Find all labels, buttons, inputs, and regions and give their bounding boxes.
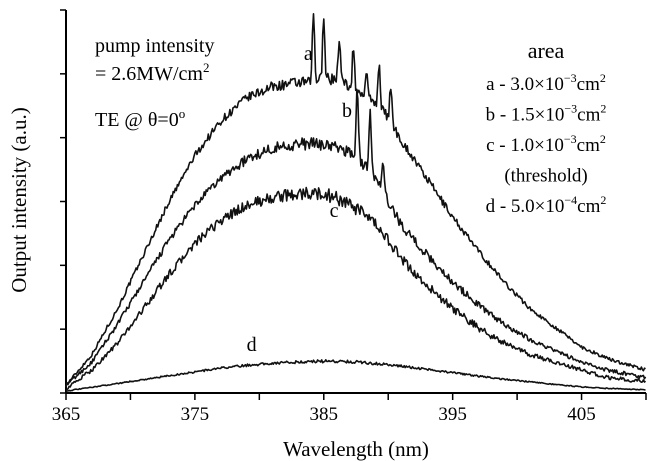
legend-entry-unit: cm (577, 196, 600, 217)
legend-entry-text: c - 1.0×10 (486, 135, 564, 156)
legend-entry-exp: −4 (564, 193, 577, 207)
legend-entry: (threshold) (504, 166, 587, 187)
legend-entry-text: d - 5.0×10 (486, 196, 565, 217)
legend-entry-unit-exp: 2 (600, 71, 606, 85)
series-d-line (65, 359, 646, 393)
legend-entry-text: b - 1.5×10 (486, 105, 565, 126)
series-layer (65, 13, 647, 393)
series-a-label: a (304, 43, 313, 65)
legend-entry-unit-exp: 2 (600, 193, 606, 207)
legend-entry-exp: −3 (564, 102, 577, 116)
legend-entry: b - 1.5×10−3cm2 (486, 102, 607, 126)
legend-entry: d - 5.0×10−4cm2 (486, 193, 607, 217)
legend-entry: a - 3.0×10−3cm2 (486, 71, 606, 95)
x-axis-label: Wavelength (nm) (283, 437, 429, 461)
legend-entry-unit-exp: 2 (600, 132, 606, 146)
legend-entry: c - 1.0×10−3cm2 (486, 132, 606, 156)
legend-entry-unit: cm (577, 74, 600, 95)
legend-entry-unit: cm (577, 135, 600, 156)
legend-entry-exp: −3 (564, 71, 577, 85)
legend-entry-unit-exp: 2 (600, 102, 606, 116)
series-c-line (65, 186, 647, 392)
labels-layer: a b c d (247, 43, 352, 356)
legend-entry-text: a - 3.0×10 (486, 74, 564, 95)
pump-intensity-value: = 2.6MW/cm2 (95, 60, 209, 85)
legend-title: area (528, 38, 565, 63)
polarization-degree: o (179, 106, 186, 121)
pump-intensity-label: pump intensity (95, 35, 214, 57)
x-tick-label: 385 (310, 404, 339, 425)
polarization-text: TE @ θ=0 (95, 109, 179, 131)
x-tick-label: 375 (181, 404, 210, 425)
legend-entry-text: (threshold) (504, 166, 587, 187)
polarization-label: TE @ θ=0o (95, 106, 185, 131)
legend-entry-unit: cm (577, 105, 600, 126)
series-c-label: c (330, 200, 339, 222)
series-b-line (65, 90, 647, 388)
axes: 365 375 385 395 405 (52, 9, 647, 425)
series-b-label: b (342, 100, 352, 122)
series-d-label: d (247, 334, 257, 356)
x-tick-label: 395 (438, 404, 467, 425)
y-axis-label: Output intensity (a.u.) (7, 107, 31, 292)
legend-entry-exp: −3 (564, 132, 577, 146)
x-tick-label: 405 (567, 404, 596, 425)
series-a-line (65, 13, 646, 388)
x-tick-label: 365 (52, 404, 81, 425)
pump-intensity-value-text: = 2.6MW/cm (95, 63, 203, 85)
pump-intensity-exp: 2 (203, 60, 210, 75)
